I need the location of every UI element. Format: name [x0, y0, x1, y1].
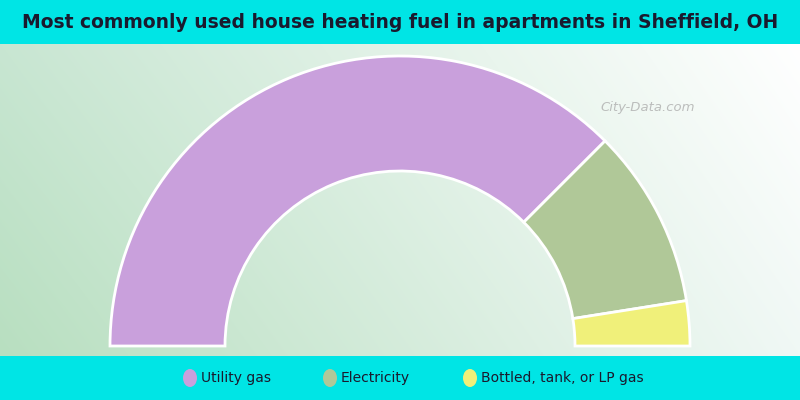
Wedge shape [524, 141, 686, 319]
Text: City-Data.com: City-Data.com [601, 102, 695, 114]
Text: Electricity: Electricity [341, 371, 410, 385]
Bar [0, 356, 800, 400]
Bar [0, 0, 800, 44]
Ellipse shape [183, 369, 197, 387]
Text: Most commonly used house heating fuel in apartments in Sheffield, OH: Most commonly used house heating fuel in… [22, 12, 778, 32]
Wedge shape [573, 301, 690, 346]
Ellipse shape [323, 369, 337, 387]
Text: Bottled, tank, or LP gas: Bottled, tank, or LP gas [481, 371, 644, 385]
Wedge shape [110, 56, 605, 346]
Text: Utility gas: Utility gas [201, 371, 271, 385]
Ellipse shape [463, 369, 477, 387]
